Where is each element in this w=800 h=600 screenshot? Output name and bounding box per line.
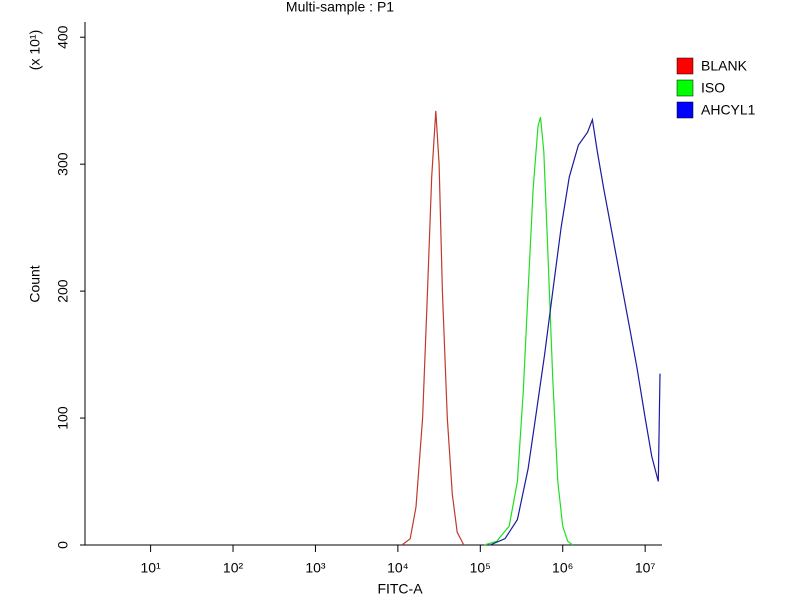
- series-line: [484, 117, 573, 546]
- y-tick-label: 300: [55, 152, 71, 176]
- legend-label: ISO: [701, 80, 725, 96]
- y-tick-label: 100: [55, 406, 71, 430]
- legend-swatch: [676, 79, 694, 97]
- legend-label: AHCYL1: [701, 102, 756, 118]
- chart-title: Multi-sample : P1: [286, 0, 394, 15]
- y-multiplier: (x 10¹): [27, 30, 43, 70]
- series-line: [401, 110, 465, 546]
- x-tick-label: 10³: [305, 560, 326, 576]
- x-tick-label: 10⁶: [552, 560, 573, 576]
- legend-label: BLANK: [701, 58, 748, 74]
- x-axis-label: FITC-A: [377, 581, 423, 597]
- legend-swatch: [676, 101, 694, 119]
- y-tick-label: 400: [55, 25, 71, 49]
- legend-swatch: [676, 57, 694, 75]
- x-tick-label: 10²: [223, 560, 244, 576]
- x-tick-label: 10⁵: [470, 560, 491, 576]
- x-tick-label: 10¹: [140, 560, 161, 576]
- y-tick-label: 200: [55, 279, 71, 303]
- series-line: [489, 117, 661, 546]
- x-tick-label: 10⁷: [635, 560, 656, 576]
- y-axis-label: Count: [27, 265, 43, 302]
- y-tick-label: 0: [55, 541, 71, 549]
- x-tick-label: 10⁴: [387, 560, 409, 576]
